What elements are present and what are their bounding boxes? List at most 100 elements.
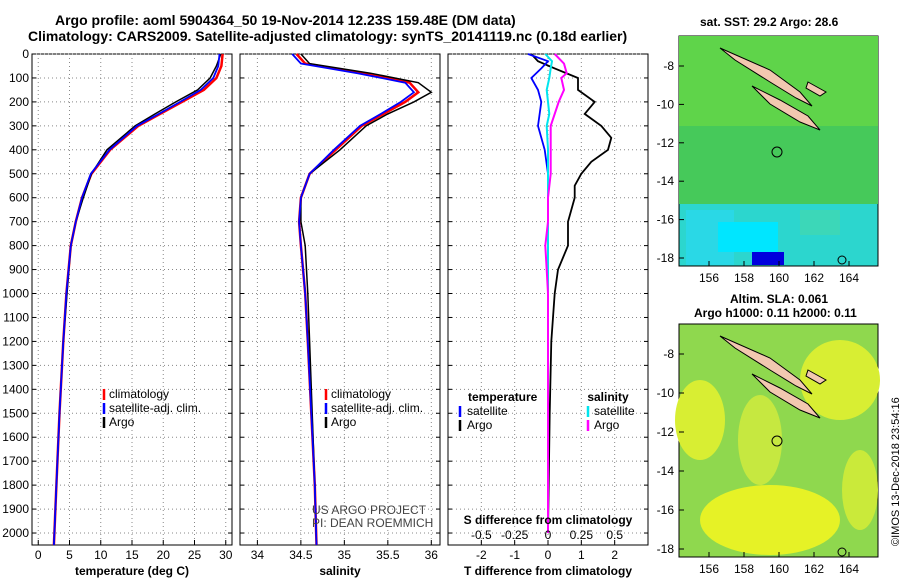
- imos-stamp: ©IMOS 13-Dec-2018 23:54:16: [890, 397, 900, 546]
- project-annotation: PI: DEAN ROEMMICH: [312, 516, 433, 530]
- y-tick-label: 1700: [2, 454, 29, 468]
- x-tick-label: 34: [251, 548, 265, 562]
- y-tick-label: 2000: [2, 526, 29, 540]
- map-lat-label: -16: [657, 213, 675, 227]
- y-tick-label: 1300: [2, 358, 29, 372]
- map-lon-label: 160: [769, 271, 789, 285]
- x-tick-label: 25: [188, 548, 202, 562]
- x-tick-label: 30: [219, 548, 233, 562]
- panel-frame: [239, 53, 441, 546]
- map-lat-label: -12: [657, 136, 675, 150]
- x-tick-label: 10: [94, 548, 108, 562]
- header-line-2: Climatology: CARS2009. Satellite-adjuste…: [28, 28, 628, 44]
- legend-label: satellite-adj. clim.: [331, 401, 423, 415]
- map-lat-label: -18: [657, 542, 675, 556]
- s-axis-label: S difference from climatology: [464, 513, 633, 527]
- sst-map-title: sat. SST: 29.2 Argo: 28.6: [700, 15, 839, 29]
- sla-map-title-2: Argo h1000: 0.11 h2000: 0.11: [694, 306, 857, 320]
- s-tick-label: 0.25: [570, 528, 594, 542]
- header-line-1: Argo profile: aoml 5904364_50 19-Nov-201…: [55, 12, 516, 28]
- series-argo: [300, 53, 433, 546]
- map-lat-label: -18: [657, 251, 675, 265]
- s-tick-label: -0.5: [471, 528, 492, 542]
- map-lat-label: -16: [657, 503, 675, 517]
- x-tick-label: 34.5: [289, 548, 313, 562]
- y-tick-label: 1800: [2, 478, 29, 492]
- x-tick-label: 5: [66, 548, 73, 562]
- argo-location-marker: [771, 146, 783, 158]
- sla-map-title-1: Altim. SLA: 0.061: [730, 292, 829, 306]
- legend-label: climatology: [109, 387, 169, 401]
- x-tick-label: 2: [611, 548, 618, 562]
- y-tick-label: 1400: [2, 382, 29, 396]
- map-lon-label: 156: [699, 271, 719, 285]
- map-lat-label: -14: [657, 174, 675, 188]
- y-tick-label: 300: [9, 119, 29, 133]
- y-tick-label: 1000: [2, 287, 29, 301]
- y-tick-label: 1200: [2, 334, 29, 348]
- map-lon-label: 158: [734, 562, 754, 576]
- legend-heading-salinity: salinity: [587, 390, 629, 404]
- series-s-argo: [544, 53, 568, 533]
- map-lat-label: -8: [663, 59, 674, 73]
- map-lon-label: 164: [839, 271, 859, 285]
- y-tick-label: 200: [9, 95, 29, 109]
- y-tick-label: 700: [9, 215, 29, 229]
- x-tick-label: 35: [338, 548, 352, 562]
- s-tick-label: -0.25: [501, 528, 529, 542]
- x-tick-label: 0: [545, 548, 552, 562]
- y-tick-label: 1600: [2, 430, 29, 444]
- s-tick-label: 0.5: [606, 528, 623, 542]
- legend-label: satellite-adj. clim.: [109, 401, 201, 415]
- legend-heading-temperature: temperature: [468, 390, 538, 404]
- y-tick-label: 1100: [3, 310, 29, 324]
- legend-label: satellite: [594, 404, 635, 418]
- x-tick-label: 35.5: [376, 548, 400, 562]
- x-tick-label: 36: [425, 548, 439, 562]
- x-tick-label: 0: [35, 548, 42, 562]
- legend-label: Argo: [331, 415, 357, 429]
- map-lon-label: 156: [699, 562, 719, 576]
- x-tick-label: -2: [476, 548, 487, 562]
- x-tick-label: 15: [125, 548, 139, 562]
- map-lon-label: 162: [804, 271, 824, 285]
- map-lat-label: -12: [657, 425, 675, 439]
- x-tick-label: 20: [157, 548, 171, 562]
- y-tick-label: 600: [9, 191, 29, 205]
- project-annotation: US ARGO PROJECT: [312, 503, 427, 517]
- x-axis-label: salinity: [319, 564, 361, 578]
- series-t-argo: [530, 53, 613, 534]
- map-lon-label: 164: [839, 562, 859, 576]
- y-tick-label: 1900: [2, 502, 29, 516]
- y-tick-label: 500: [9, 167, 29, 181]
- s-tick-label: 0: [545, 528, 552, 542]
- sla-map: [675, 323, 880, 558]
- map-lon-label: 162: [804, 562, 824, 576]
- legend-label: Argo: [594, 418, 620, 432]
- legend-label: climatology: [331, 387, 391, 401]
- map-lat-label: -14: [657, 464, 675, 478]
- map-lon-label: 160: [769, 562, 789, 576]
- series-satellite-adj-clim-: [53, 53, 221, 546]
- legend-label: satellite: [467, 404, 508, 418]
- y-tick-label: 1500: [2, 406, 29, 420]
- y-tick-label: 100: [9, 71, 29, 85]
- x-tick-label: 1: [578, 548, 585, 562]
- y-tick-label: 0: [22, 47, 29, 61]
- series-climatology: [52, 53, 224, 546]
- sst-map: [678, 35, 879, 267]
- x-tick-label: -1: [509, 548, 520, 562]
- x-axis-label: T difference from climatology: [464, 564, 632, 578]
- y-tick-label: 800: [9, 239, 29, 253]
- map-lat-label: -8: [663, 347, 674, 361]
- y-tick-label: 900: [9, 263, 29, 277]
- legend-label: Argo: [467, 418, 493, 432]
- map-lat-label: -10: [657, 97, 675, 111]
- y-tick-label: 400: [9, 143, 29, 157]
- map-lat-label: -10: [657, 386, 675, 400]
- legend-label: Argo: [109, 415, 135, 429]
- map-lon-label: 158: [734, 271, 754, 285]
- x-axis-label: temperature (deg C): [75, 564, 189, 578]
- series-satellite-adj-clim-: [291, 53, 416, 546]
